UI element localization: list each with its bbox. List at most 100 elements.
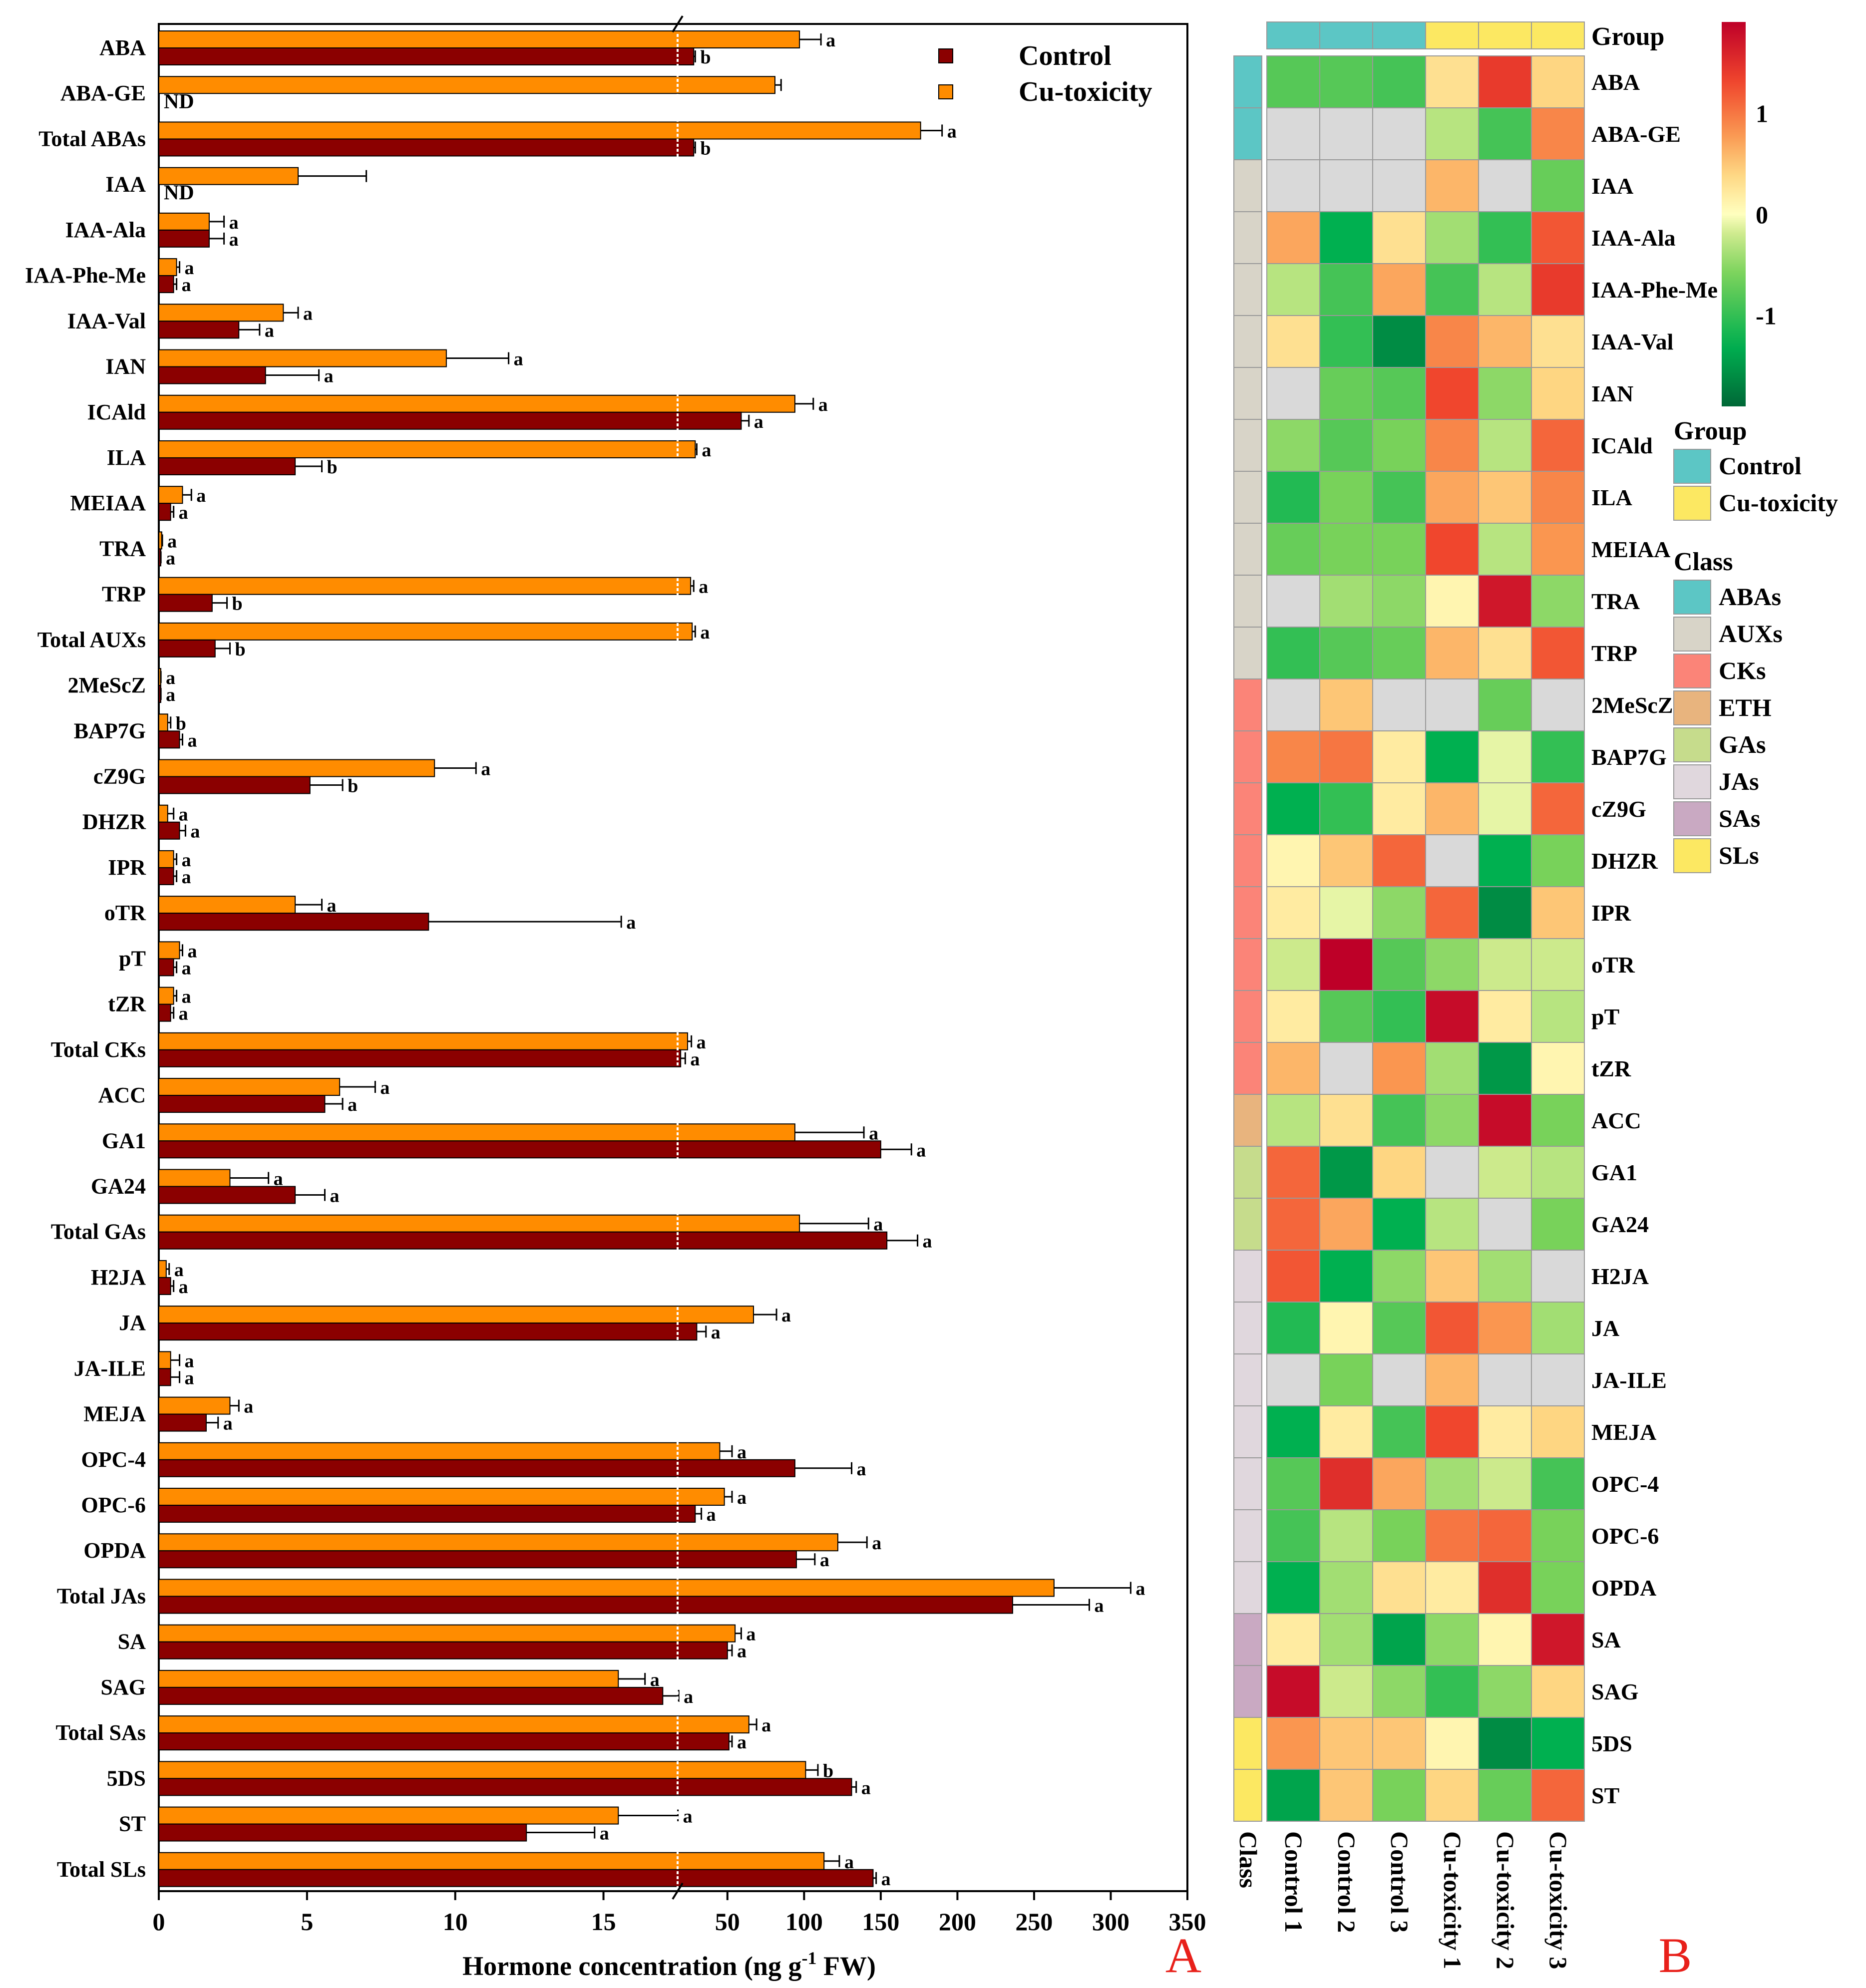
heatmap-cell (1372, 1665, 1426, 1718)
heatmap-cell (1425, 1561, 1479, 1614)
category-label: oTR (104, 901, 146, 925)
heatmap-row-label: OPDA (1591, 1575, 1656, 1601)
heatmap-cell (1266, 938, 1320, 991)
heatmap-row-label: IAA (1591, 173, 1633, 199)
heatmap-cell (1478, 107, 1532, 160)
significance-letter: a (1135, 1578, 1145, 1599)
category-label: JA-ILE (74, 1356, 146, 1380)
significance-letter: a (1094, 1595, 1104, 1616)
x-tick-label: 10 (443, 1908, 468, 1936)
heatmap-cell (1478, 1769, 1532, 1822)
significance-letter: a (185, 1350, 194, 1371)
legend-class-swatch (1673, 801, 1711, 836)
x-tick-label: 5 (301, 1908, 313, 1936)
heatmap-cell (1425, 1042, 1479, 1095)
heatmap-cell (1425, 1405, 1479, 1458)
significance-letter: a (179, 1003, 188, 1024)
heatmap-cell (1266, 211, 1320, 264)
bar-control (158, 321, 240, 339)
class-annotation-cell (1233, 1717, 1262, 1770)
heatmap-cell (1266, 523, 1320, 576)
class-annotation-cell (1233, 1509, 1262, 1562)
heatmap-cell (1531, 159, 1585, 212)
bar-control (158, 1823, 527, 1842)
heatmap-row-label: IAA-Ala (1591, 225, 1676, 251)
category-label: TRA (99, 536, 146, 561)
class-annotation-cell (1233, 159, 1262, 212)
heatmap-cell (1425, 471, 1479, 524)
heatmap-cell (1425, 1717, 1479, 1770)
heatmap-row-label: MEJA (1591, 1419, 1656, 1445)
heatmap-cell (1425, 1302, 1479, 1354)
significance-letter: a (187, 941, 197, 962)
heatmap-cell (1372, 367, 1426, 420)
category-label: IAA-Ala (65, 218, 146, 242)
heatmap-cell (1266, 627, 1320, 679)
heatmap-cell (1266, 782, 1320, 835)
heatmap-cell (1478, 1198, 1532, 1251)
heatmap-cell (1425, 107, 1479, 160)
heatmap-cell (1319, 1302, 1373, 1354)
heatmap-row-label: oTR (1591, 952, 1635, 978)
heatmap-cell (1478, 263, 1532, 316)
panel-label-b: B (1659, 1928, 1692, 1983)
significance-letter: a (683, 1806, 693, 1827)
significance-letter: b (235, 639, 245, 660)
significance-letter: a (229, 212, 239, 233)
category-label: ICAld (87, 400, 146, 424)
bar-cu-toxicity (158, 394, 795, 413)
legend-class-swatch (1673, 838, 1711, 873)
heatmap-row-label: JA-ILE (1591, 1367, 1667, 1393)
heatmap-cell (1425, 315, 1479, 368)
bar-control (158, 1231, 888, 1250)
x-tick-label: 300 (1092, 1908, 1129, 1936)
significance-letter: a (699, 577, 708, 598)
heatmap-cell (1372, 1042, 1426, 1095)
heatmap-cell (1531, 1769, 1585, 1822)
bar-control (158, 958, 174, 977)
heatmap-cell (1372, 990, 1426, 1043)
heatmap-cell (1425, 1509, 1479, 1562)
heatmap-cell (1372, 886, 1426, 939)
bar-cu-toxicity (158, 486, 183, 504)
heatmap-cell (1372, 575, 1426, 628)
colorbar (1722, 22, 1746, 406)
heatmap-column-label: Control 2 (1333, 1831, 1361, 1933)
heatmap-cell (1478, 55, 1532, 108)
bar-control (158, 1732, 730, 1751)
bar-control (158, 1095, 326, 1113)
legend-class-label: SAs (1719, 804, 1760, 832)
bar-cu-toxicity (158, 1351, 171, 1369)
bar-cu-toxicity (158, 987, 174, 1005)
significance-letter: a (626, 912, 636, 933)
heatmap-cell (1266, 107, 1320, 160)
class-annotation-cell (1233, 1094, 1262, 1147)
bar-control (158, 1003, 171, 1022)
category-label: Total AUXs (37, 628, 146, 652)
heatmap-cell (1266, 419, 1320, 472)
significance-letter: a (690, 1049, 700, 1070)
heatmap-cell (1478, 575, 1532, 628)
bar-control (158, 730, 180, 749)
class-annotation-cell (1233, 315, 1262, 368)
significance-letter: a (265, 320, 274, 341)
heatmap-cell (1266, 1769, 1320, 1822)
heatmap-cell (1478, 1717, 1532, 1770)
heatmap-cell (1319, 1146, 1373, 1199)
heatmap-cell (1319, 159, 1373, 212)
class-annotation-cell (1233, 1353, 1262, 1406)
significance-letter: a (857, 1459, 866, 1480)
heatmap-cell (1372, 627, 1426, 679)
heatmap-row-label: SAG (1591, 1679, 1639, 1704)
significance-letter: a (600, 1823, 609, 1844)
heatmap-cell (1478, 627, 1532, 679)
legend-group-swatch (1673, 449, 1711, 484)
heatmap-cell (1425, 834, 1479, 887)
heatmap-cell (1478, 471, 1532, 524)
heatmap-cell (1372, 263, 1426, 316)
significance-letter: a (737, 1732, 746, 1753)
significance-letter: a (746, 1624, 755, 1645)
class-annotation-cell (1233, 678, 1262, 731)
bar-control (158, 1186, 296, 1204)
bar-cu-toxicity (158, 258, 177, 277)
